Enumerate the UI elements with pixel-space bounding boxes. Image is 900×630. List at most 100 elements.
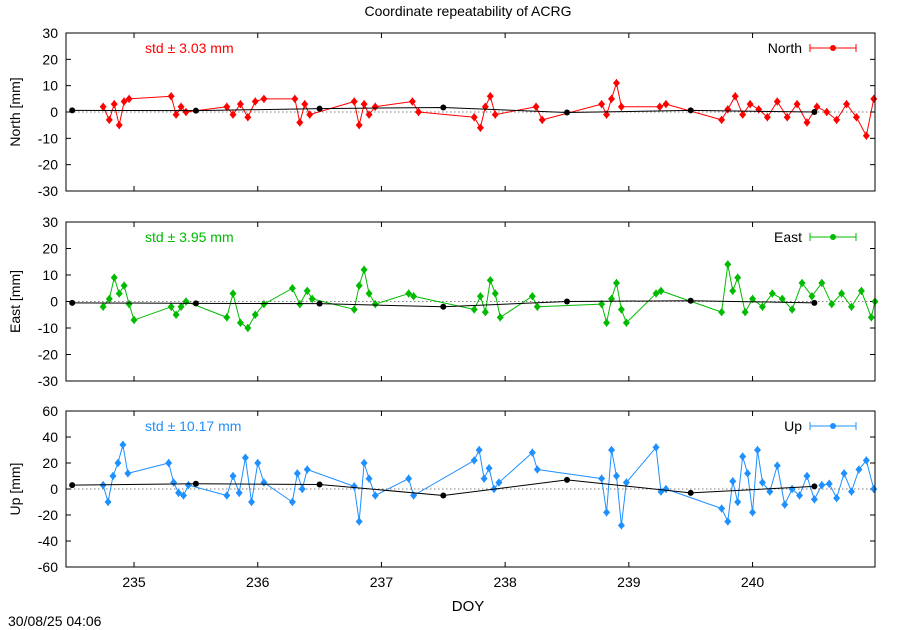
y-tick-label: 60: [42, 403, 58, 419]
plot-frame: [65, 410, 876, 568]
data-point: [758, 478, 766, 487]
data-point: [244, 113, 252, 122]
plot-frame: [65, 32, 876, 192]
x-tick-label: 239: [617, 574, 641, 590]
series-line: [473, 448, 500, 491]
data-point: [475, 446, 483, 454]
data-point: [843, 100, 851, 109]
data-point: [120, 281, 128, 290]
daily-point: [563, 298, 570, 305]
y-axis-label: East [mm]: [7, 270, 23, 333]
data-point: [476, 123, 484, 132]
daily-point: [316, 105, 323, 112]
daily-point: [192, 480, 199, 487]
series-line: [721, 449, 875, 524]
daily-point: [687, 297, 694, 304]
y-tick-label: 30: [42, 214, 58, 230]
data-point: [175, 488, 183, 497]
data-point: [828, 300, 836, 309]
data-point: [763, 113, 771, 122]
data-point: [833, 494, 841, 503]
data-point: [838, 289, 846, 298]
y-tick-label: 40: [42, 429, 58, 445]
data-point: [823, 108, 831, 116]
data-point: [115, 121, 123, 130]
series-connector: [537, 303, 602, 308]
data-point: [603, 508, 611, 517]
data-point: [229, 110, 237, 119]
data-point: [781, 500, 789, 509]
data-point: [768, 289, 776, 298]
data-point: [813, 102, 821, 111]
y-tick-label: 20: [42, 455, 58, 471]
data-point: [244, 324, 252, 332]
series-line: [291, 288, 313, 306]
y-tick-label: 20: [42, 241, 58, 257]
data-point: [486, 92, 494, 101]
data-point: [254, 459, 262, 467]
data-point: [818, 481, 826, 490]
data-point: [293, 469, 301, 478]
legend-marker: [830, 423, 836, 429]
data-point: [603, 110, 611, 119]
series-connector: [665, 488, 722, 509]
series-connector: [375, 293, 409, 305]
data-point: [617, 305, 625, 314]
daily-point: [563, 109, 570, 116]
daily-point: [440, 104, 447, 111]
series-connector: [413, 459, 475, 496]
y-tick-label: 20: [42, 51, 58, 67]
series-connector: [129, 95, 172, 100]
legend-marker: [830, 234, 836, 240]
data-point: [236, 100, 244, 109]
series-line: [353, 462, 376, 522]
timestamp: 30/08/25 04:06: [8, 613, 102, 629]
data-point: [104, 498, 112, 506]
series-line: [473, 94, 496, 130]
data-point: [778, 294, 786, 303]
series-connector: [418, 111, 475, 118]
std-annotation: std ± 3.03 mm: [145, 40, 234, 56]
data-point: [235, 488, 243, 497]
data-point: [870, 485, 878, 493]
data-point: [857, 286, 865, 295]
series-line: [655, 447, 667, 493]
data-point: [803, 472, 811, 480]
y-tick-label: -20: [38, 157, 58, 173]
std-annotation: std ± 3.95 mm: [145, 229, 234, 245]
data-point: [365, 474, 373, 483]
y-tick-label: -40: [38, 533, 58, 549]
data-point: [99, 302, 107, 311]
series-line: [294, 98, 311, 123]
series-connector: [625, 447, 657, 483]
series-connector: [498, 452, 533, 483]
data-point: [739, 110, 747, 119]
y-tick-label: 10: [42, 78, 58, 94]
data-point: [177, 302, 185, 311]
series-line: [601, 449, 627, 526]
data-point: [476, 292, 484, 301]
series-line: [102, 444, 129, 503]
data-point: [485, 464, 493, 473]
data-point: [229, 472, 237, 480]
data-point: [796, 491, 804, 500]
data-point: [486, 276, 494, 285]
data-point: [110, 100, 118, 109]
chart-title: Coordinate repeatability of ACRG: [365, 3, 572, 19]
data-point: [825, 479, 833, 488]
daily-point: [687, 107, 694, 114]
data-point: [612, 472, 620, 480]
data-point: [172, 310, 180, 319]
data-point: [810, 495, 818, 504]
series-connector: [263, 482, 293, 503]
data-point: [180, 491, 188, 500]
y-axis-label: Up [mm]: [7, 463, 23, 516]
y-tick-label: 0: [50, 294, 58, 310]
daily-point: [440, 492, 447, 499]
y-tick-label: 10: [42, 267, 58, 283]
data-point: [296, 118, 304, 127]
data-point: [248, 498, 256, 506]
y-axis-label: North [mm]: [7, 77, 23, 146]
data-point: [724, 260, 732, 269]
y-tick-label: -10: [38, 130, 58, 146]
